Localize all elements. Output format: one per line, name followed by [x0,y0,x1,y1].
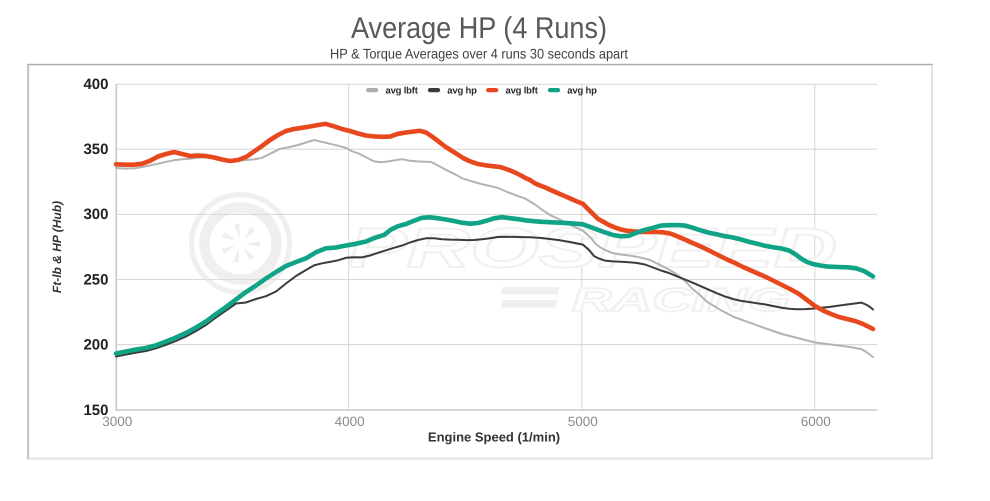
svg-text:HP & Torque Averages over 4 ru: HP & Torque Averages over 4 runs 30 seco… [330,46,628,62]
svg-text:6000: 6000 [801,414,831,429]
svg-text:200: 200 [83,336,108,353]
svg-text:3000: 3000 [102,414,132,429]
svg-text:avg hp: avg hp [567,86,597,97]
svg-text:300: 300 [83,206,108,223]
svg-text:Ft-lb & HP (Hub): Ft-lb & HP (Hub) [50,201,64,293]
svg-text:250: 250 [83,271,108,288]
svg-text:avg lbft: avg lbft [386,86,419,97]
svg-text:400: 400 [83,76,108,93]
svg-text:150: 150 [83,402,108,419]
svg-text:5000: 5000 [568,414,598,429]
svg-text:Engine Speed (1/min): Engine Speed (1/min) [428,430,560,445]
svg-text:avg lbft: avg lbft [506,86,539,97]
svg-text:Average HP (4 Runs): Average HP (4 Runs) [351,12,607,45]
svg-text:350: 350 [83,141,108,158]
svg-text:PROSPEED: PROSPEED [348,216,837,279]
svg-text:4000: 4000 [335,414,365,429]
svg-text:avg hp: avg hp [447,86,477,97]
svg-text:RACING: RACING [572,281,790,318]
